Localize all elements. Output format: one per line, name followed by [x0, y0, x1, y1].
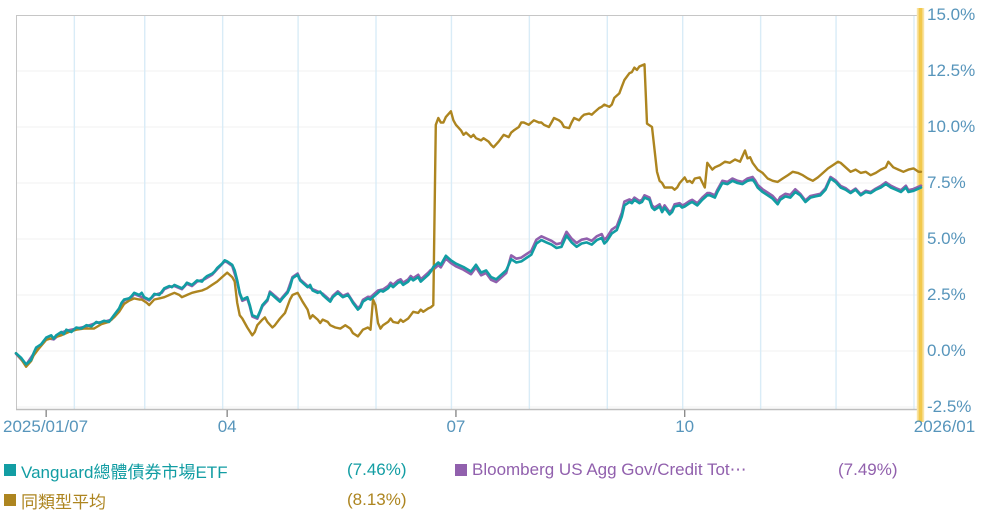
y-axis-label: 2.5% — [927, 285, 966, 304]
legend-item-bloomberg[interactable]: Bloomberg US Agg Gov/Credit Tot⋯ (7.49%) — [455, 457, 898, 483]
x-axis-label: 10 — [675, 417, 695, 436]
legend-value: (7.49%) — [838, 460, 898, 479]
legend-marker-olive-icon — [4, 494, 16, 506]
x-axis-label: 2026/01 — [913, 417, 976, 436]
chart-area: 15.0% 12.5% 10.0% 7.5% 5.0% 2.5% 0.0% -2.5% 2025… — [0, 0, 991, 445]
x-axis-label: 07 — [446, 417, 466, 436]
legend-label: Bloomberg US Agg Gov/Credit Tot⋯ — [472, 460, 747, 479]
legend-label: Vanguard總體債券市場ETF — [21, 462, 228, 482]
x-axis-label: 04 — [217, 417, 237, 436]
legend-label: 同類型平均 — [21, 492, 106, 512]
current-value-line — [918, 8, 923, 422]
y-axis-label: 12.5% — [927, 61, 976, 80]
legend-value: (7.46%) — [347, 460, 407, 479]
y-axis-label: -2.5% — [927, 397, 972, 416]
chart-legend: Vanguard總體債券市場ETF (7.46%) Bloomberg US A… — [0, 454, 991, 518]
series-vanguard-line — [14, 177, 923, 366]
legend-item-category-average[interactable]: 同類型平均 (8.13%) — [4, 487, 407, 513]
y-axis-label: 15.0% — [927, 5, 976, 24]
chart-canvas[interactable] — [0, 0, 991, 445]
y-axis-label: 5.0% — [927, 229, 966, 248]
x-axis-label: 2025/01/07 — [3, 417, 89, 436]
legend-value: (8.13%) — [347, 490, 407, 509]
y-axis-label: 0.0% — [927, 341, 966, 360]
legend-item-vanguard[interactable]: Vanguard總體債券市場ETF (7.46%) — [4, 457, 407, 483]
legend-marker-teal-icon — [4, 464, 16, 476]
y-axis-label: 7.5% — [927, 173, 966, 192]
legend-marker-purple-icon — [455, 464, 467, 476]
y-axis-label: 10.0% — [927, 117, 976, 136]
series-category-average-line — [14, 63, 923, 368]
